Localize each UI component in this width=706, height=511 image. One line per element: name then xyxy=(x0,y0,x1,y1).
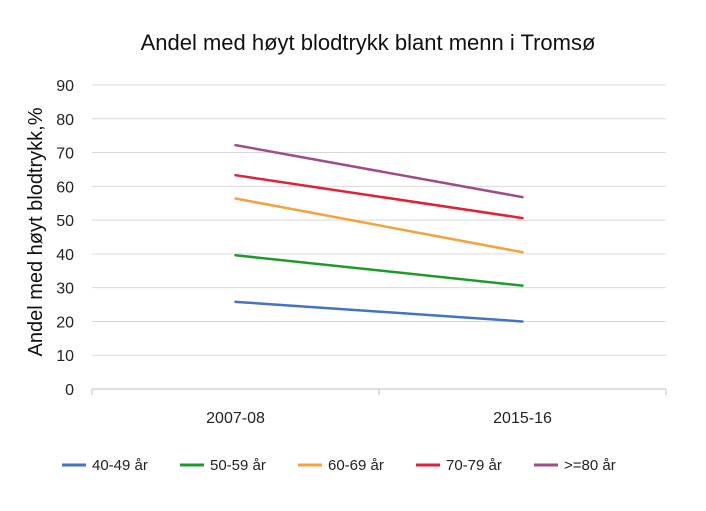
series-line-0 xyxy=(234,300,524,323)
legend-item: 40-49 år xyxy=(62,457,148,474)
series-line-3 xyxy=(234,173,524,220)
series-line-1 xyxy=(234,253,524,287)
legend-item: 50-59 år xyxy=(180,457,266,474)
y-tick-label: 90 xyxy=(56,78,74,95)
y-tick-label: 70 xyxy=(56,146,74,163)
x-tick-label: 2015-16 xyxy=(493,410,552,427)
chart-title: Andel med høyt blodtrykk blant menn i Tr… xyxy=(141,30,596,55)
y-tick-label: 30 xyxy=(56,281,74,298)
legend-item: >=80 år xyxy=(534,457,616,474)
legend-label: 50-59 år xyxy=(210,457,266,474)
legend-label: >=80 år xyxy=(564,457,616,474)
gridlines xyxy=(92,84,666,356)
legend-label: 70-79 år xyxy=(446,457,502,474)
legend: 40-49 år 50-59 år 60-69 år 70-79 år >=80 år xyxy=(62,457,616,474)
y-axis-label: Andel med høyt blodtrykk,% xyxy=(25,107,47,356)
legend-item: 70-79 år xyxy=(416,457,502,474)
series-line-2 xyxy=(234,197,524,254)
y-tick-label: 10 xyxy=(56,348,74,365)
y-tick-label: 60 xyxy=(56,179,74,196)
y-tick-label: 80 xyxy=(56,112,74,129)
y-tick-label: 40 xyxy=(56,247,74,264)
legend-label: 40-49 år xyxy=(92,457,148,474)
y-tick-label: 50 xyxy=(56,213,74,230)
y-tick-label: 20 xyxy=(56,314,74,331)
axes: 0 10 20 30 40 50 60 70 80 90 2007-08 2015-16 xyxy=(56,78,667,427)
series-lines xyxy=(234,143,524,323)
x-tick-label: 2007-08 xyxy=(206,410,265,427)
series-line-4 xyxy=(234,143,524,199)
legend-item: 60-69 år xyxy=(298,457,384,474)
legend-label: 60-69 år xyxy=(328,457,384,474)
y-tick-label: 0 xyxy=(65,382,74,399)
